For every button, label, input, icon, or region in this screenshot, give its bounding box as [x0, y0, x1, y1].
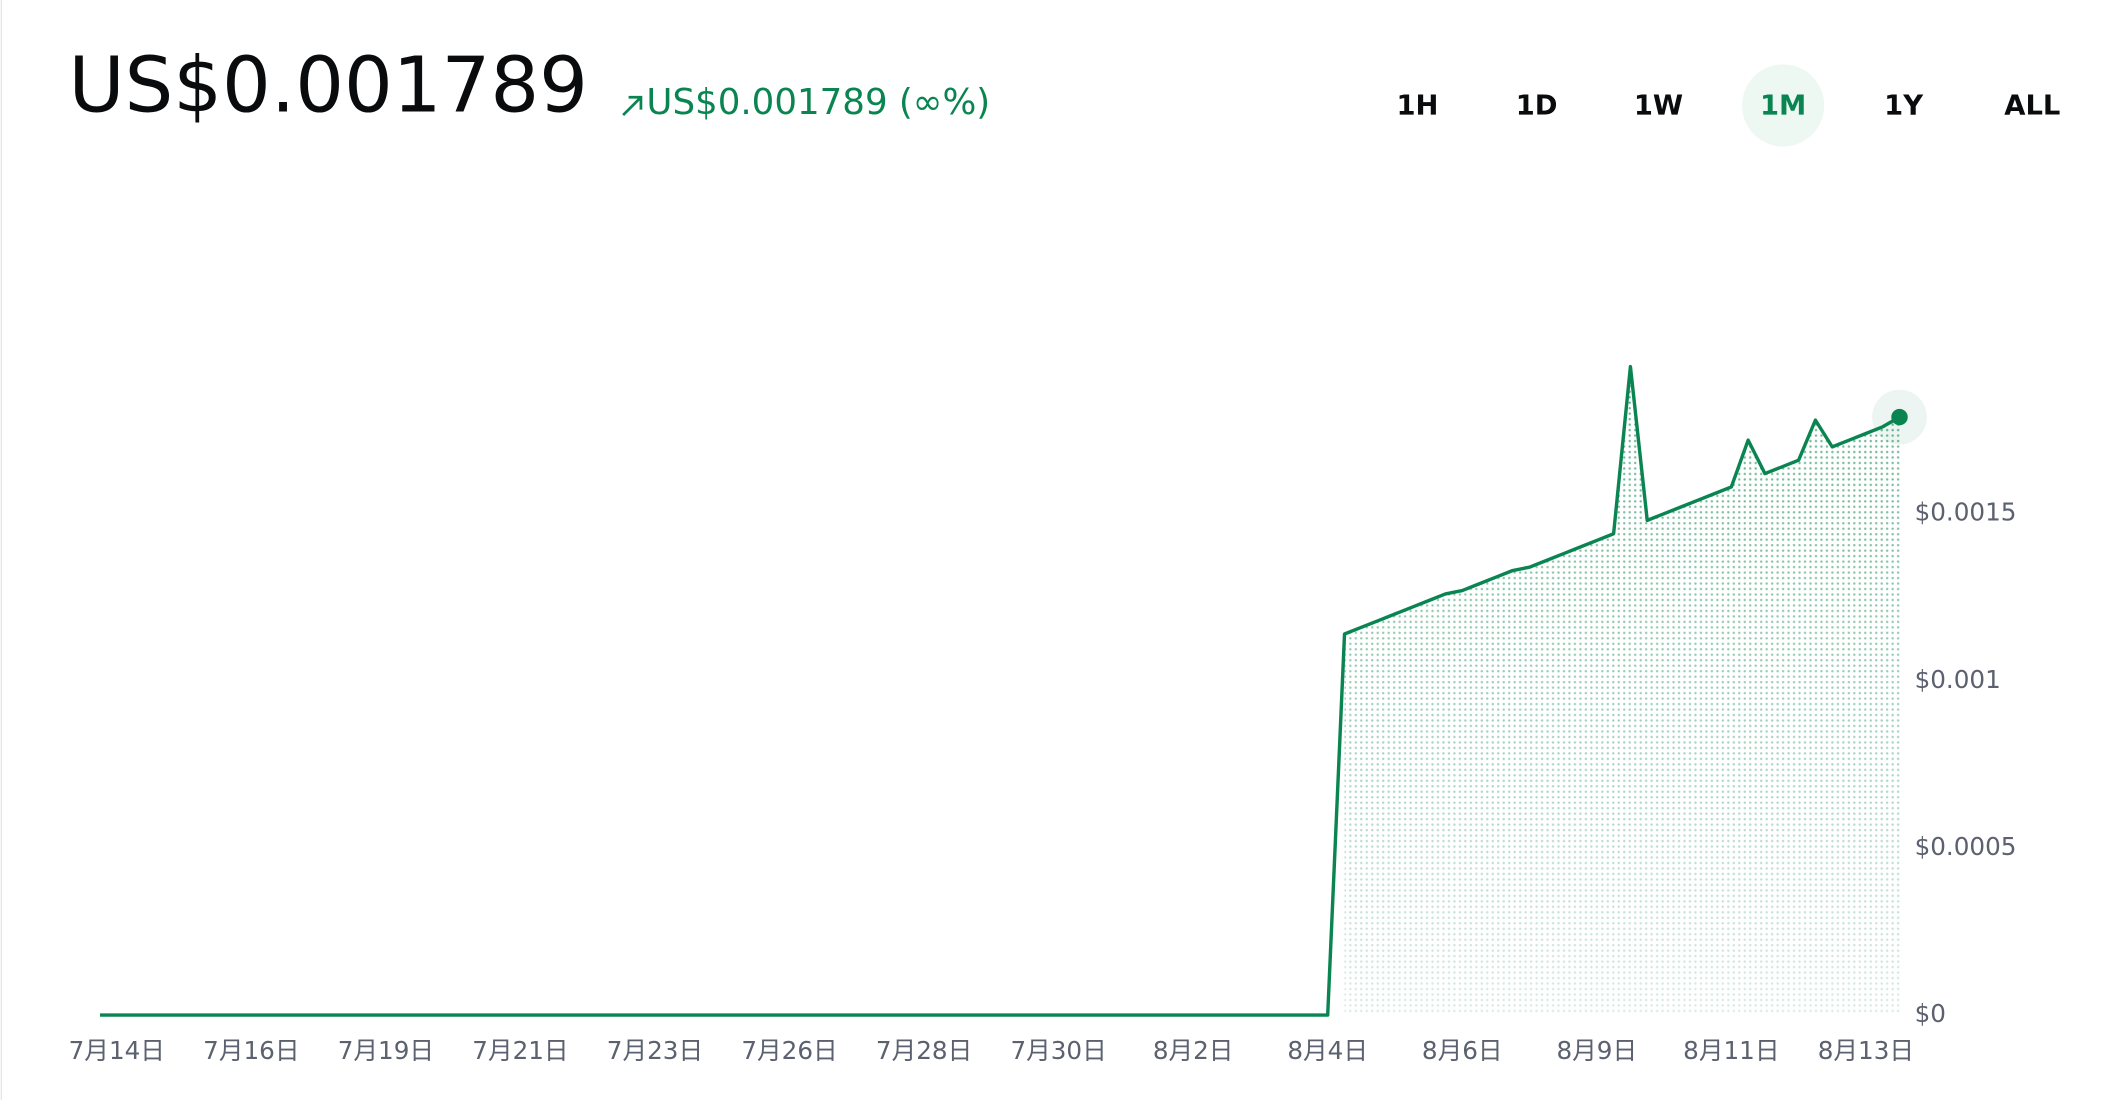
period-button[interactable]: 1Y: [1884, 90, 1924, 121]
x-tick-label: 7月30日: [1010, 1036, 1106, 1065]
x-tick-label: 7月21日: [472, 1036, 568, 1065]
x-tick-label: 7月14日: [69, 1036, 165, 1065]
period-button[interactable]: 1D: [1516, 90, 1558, 121]
price: US$0.001789: [68, 41, 587, 130]
period-label[interactable]: 1W: [1634, 90, 1683, 121]
x-tick-label: 7月26日: [741, 1036, 837, 1065]
period-button[interactable]: 1M: [1742, 64, 1825, 147]
x-tick-label: 8月13日: [1818, 1036, 1914, 1065]
y-tick-label: $0.0005: [1915, 832, 2017, 861]
x-tick-label: 7月23日: [607, 1036, 703, 1065]
period-button[interactable]: 1H: [1396, 90, 1438, 121]
period-label[interactable]: 1M: [1760, 90, 1806, 121]
x-tick-label: 8月2日: [1153, 1036, 1234, 1065]
x-tick-label: 8月11日: [1683, 1036, 1779, 1065]
x-tick-label: 7月28日: [876, 1036, 972, 1065]
period-button[interactable]: ALL: [2004, 90, 2060, 121]
x-tick-label: 8月9日: [1556, 1036, 1637, 1065]
period-label[interactable]: ALL: [2004, 90, 2060, 121]
y-tick-label: $0: [1915, 999, 1946, 1028]
area-fill: [1344, 366, 1900, 1016]
period-selector: 1H 1D 1W 1M 1Y ALL: [1396, 64, 2060, 147]
price-line: [99, 364, 1901, 1017]
y-tick-label: $0.001: [1915, 665, 2001, 694]
period-label[interactable]: 1Y: [1884, 90, 1924, 121]
y-tick-label: $0.0015: [1915, 498, 2017, 527]
period-highlight: [1742, 64, 1825, 147]
end-point: [1891, 408, 1908, 426]
price-change: US$0.001789 (∞%): [646, 82, 990, 123]
x-tick-label: 8月6日: [1422, 1036, 1503, 1065]
period-label[interactable]: 1D: [1516, 90, 1558, 121]
up-arrow-icon: [622, 95, 643, 117]
period-button[interactable]: 1W: [1634, 90, 1683, 121]
x-tick-label: 7月19日: [338, 1036, 434, 1065]
x-tick-label: 7月16日: [203, 1036, 299, 1065]
plot-area: $0 $0.0005 $0.001 $0.0015 7月14日 7月16日 7月19日 7月2…: [69, 364, 2017, 1065]
period-label[interactable]: 1H: [1396, 90, 1438, 121]
x-tick-label: 8月4日: [1287, 1036, 1368, 1065]
